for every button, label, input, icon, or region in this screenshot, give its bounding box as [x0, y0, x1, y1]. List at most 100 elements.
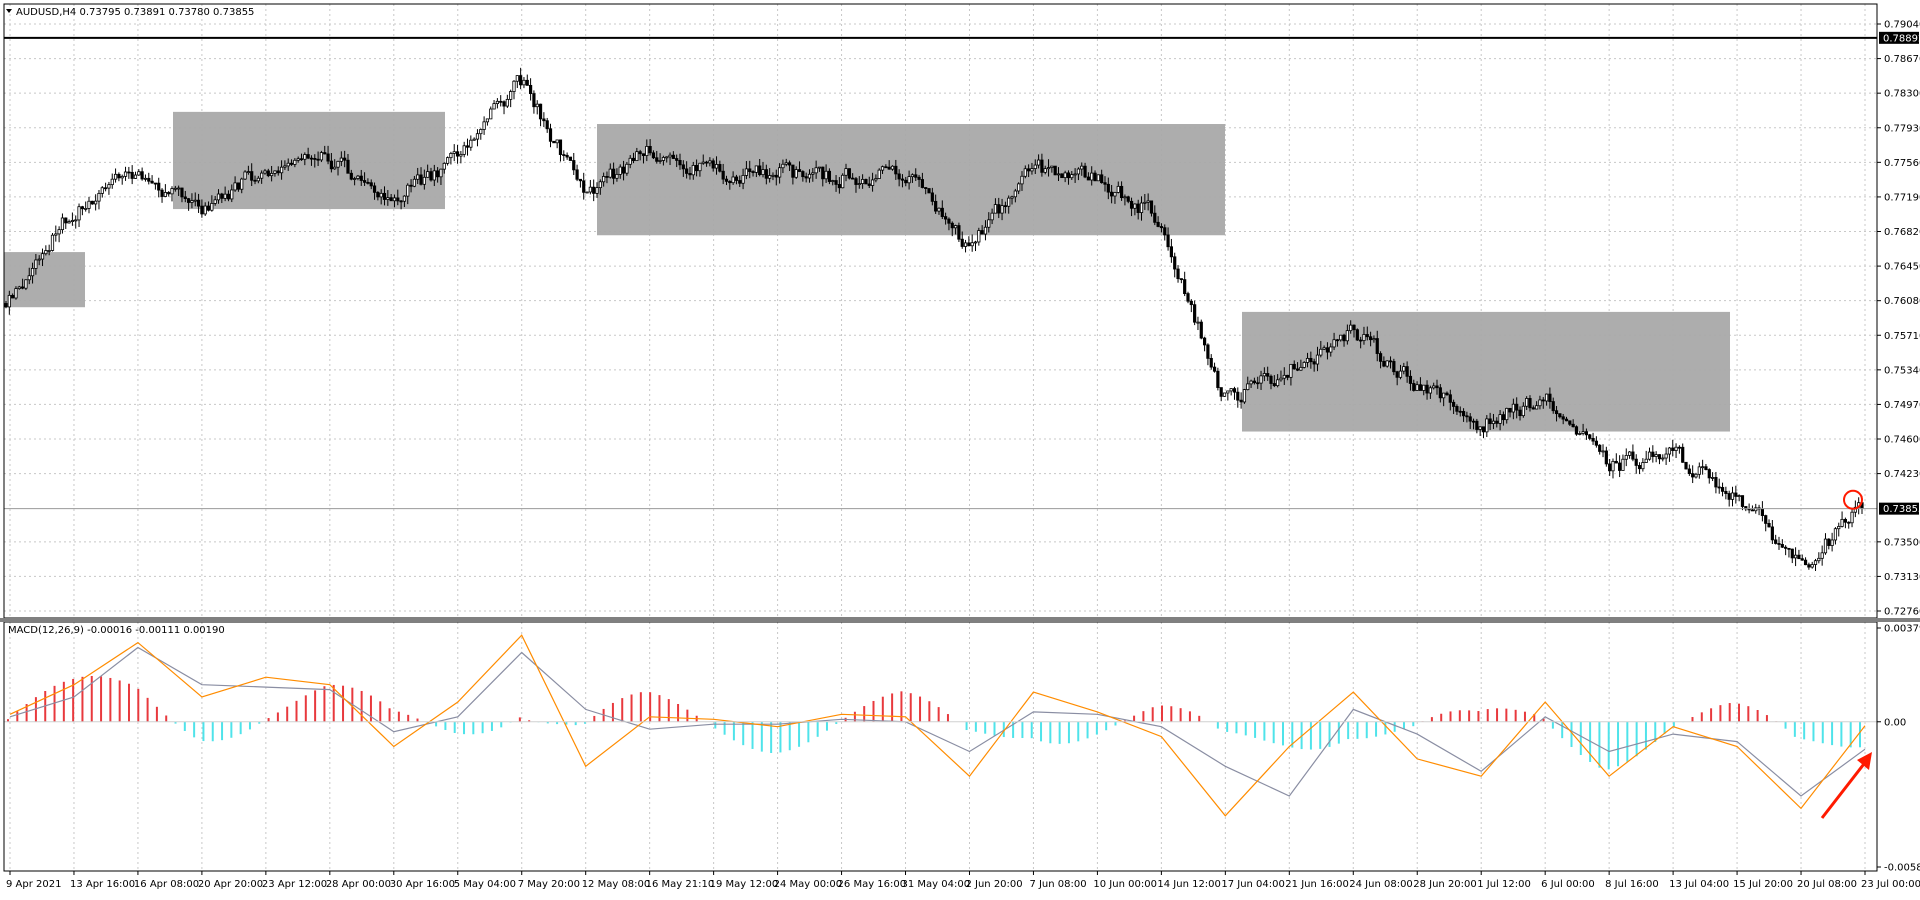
candle-body: [27, 275, 31, 281]
time-tick-label: 9 Apr 2021: [6, 879, 61, 890]
candle-body: [1256, 382, 1260, 385]
trend-arrow-line: [1820, 759, 1869, 819]
candle-body: [1163, 227, 1167, 236]
candle-body: [323, 152, 327, 155]
candle-body: [1442, 392, 1446, 399]
candle-body: [233, 182, 237, 191]
candle-body: [289, 162, 294, 165]
candle-body: [1528, 398, 1532, 409]
candle-body: [270, 172, 274, 177]
candle-body: [1594, 440, 1598, 446]
time-tick-label: 16 May 21:10: [646, 879, 715, 890]
candle-body: [658, 160, 662, 162]
candle-body: [97, 192, 101, 202]
candle-body: [973, 241, 978, 244]
candle-body: [920, 179, 924, 188]
candle-body: [1677, 446, 1681, 449]
candle-body: [1807, 564, 1811, 568]
candle-body: [475, 133, 480, 140]
candle-body: [376, 191, 380, 198]
candle-body: [1767, 523, 1771, 528]
candle-body: [1412, 383, 1416, 391]
candle-body: [183, 196, 187, 200]
highlight-circle: [1843, 489, 1863, 510]
candle-body: [306, 154, 310, 159]
candle-body: [1568, 420, 1572, 425]
candle-body: [1485, 418, 1489, 433]
time-tick-label: 19 May 12:00: [710, 879, 779, 890]
candle-body: [1777, 543, 1781, 545]
candle-body: [1339, 334, 1343, 341]
candle-body: [1481, 426, 1486, 433]
candle-body: [1548, 393, 1552, 402]
candle-body: [1784, 546, 1788, 549]
panel-frames: [0, 3, 1920, 872]
candle-body: [1724, 490, 1728, 494]
candle-body: [1691, 473, 1695, 478]
candle-body: [1252, 380, 1257, 384]
candle-body: [459, 153, 463, 157]
candle-body: [824, 170, 828, 180]
candle-body: [1209, 357, 1213, 368]
candle-body: [1020, 175, 1024, 185]
macd-tick-label: 0.00379: [1884, 624, 1920, 635]
candle-body: [180, 187, 184, 198]
candle-body: [1139, 202, 1144, 213]
time-tick-label: 24 Jun 08:00: [1349, 879, 1413, 890]
candle-body: [34, 259, 38, 269]
candle-body: [213, 199, 217, 204]
candle-body: [575, 169, 579, 180]
candle-body: [260, 172, 264, 179]
candle-body: [525, 79, 529, 86]
candle-body: [1402, 366, 1406, 372]
candle-body: [661, 157, 666, 161]
candle-body: [870, 179, 875, 186]
candle-body: [64, 217, 68, 224]
candle-body: [1322, 347, 1326, 350]
candle-body: [120, 175, 124, 179]
candle-body: [1066, 172, 1071, 179]
candle-body: [890, 165, 895, 170]
candle-body: [1667, 447, 1672, 455]
panel-separator[interactable]: [0, 618, 1920, 622]
candle-body: [691, 165, 695, 176]
candle-body: [11, 294, 15, 299]
candle-body: [983, 226, 988, 235]
candle-body: [1488, 418, 1492, 425]
candle-body: [50, 234, 55, 251]
symbol-menu-arrow-icon[interactable]: [6, 9, 12, 13]
candle-body: [1558, 413, 1562, 418]
candle-body: [1787, 547, 1791, 550]
candle-body: [492, 103, 496, 110]
candle-body: [432, 170, 436, 181]
candle-body: [744, 168, 749, 176]
candle-body: [1422, 384, 1426, 391]
candle-body: [469, 139, 473, 148]
candle-body: [758, 165, 762, 176]
candle-body: [1036, 159, 1041, 166]
candle-body: [1116, 185, 1120, 193]
candle-body: [449, 153, 453, 159]
candle-body: [1817, 557, 1821, 562]
candle-body: [170, 188, 174, 195]
candle-body: [611, 168, 616, 179]
candle-body: [1501, 414, 1506, 421]
candle-body: [1282, 374, 1286, 379]
candle-body: [1110, 191, 1114, 197]
candle-body: [60, 217, 65, 231]
candle-body: [74, 219, 78, 222]
candle-body: [1833, 528, 1838, 541]
candle-body: [897, 173, 901, 180]
candle-body: [528, 84, 533, 95]
candle-body: [1664, 453, 1668, 459]
candle-body: [724, 178, 729, 182]
candle-body: [37, 258, 41, 261]
candle-body: [1571, 423, 1575, 428]
candle-body: [1601, 450, 1605, 453]
candle-body: [585, 191, 589, 194]
candle-body: [681, 164, 685, 170]
